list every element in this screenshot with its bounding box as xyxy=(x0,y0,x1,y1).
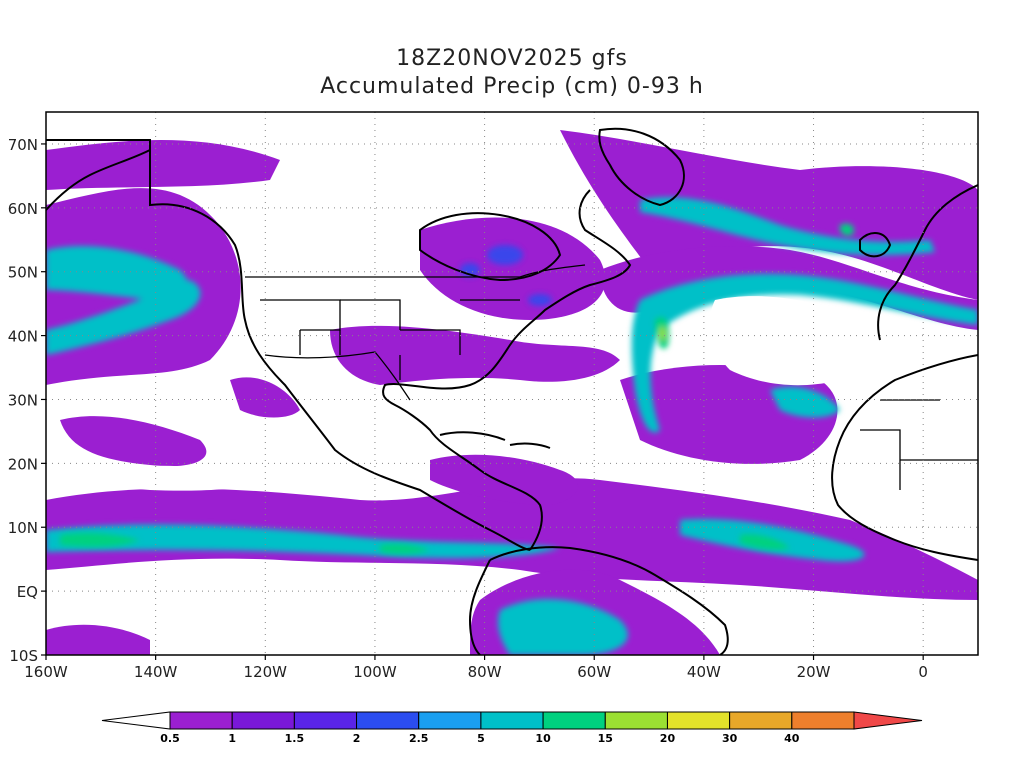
lat-label: 60N xyxy=(8,200,38,218)
lat-label: 50N xyxy=(8,264,38,282)
colorbar-swatch xyxy=(542,711,606,730)
colorbar-swatch xyxy=(293,711,358,730)
lat-label: 20N xyxy=(8,455,38,473)
colorbar-label: 2.5 xyxy=(409,732,429,745)
colorbar-label: 0.5 xyxy=(160,732,180,745)
precip-teal-bands xyxy=(46,197,978,655)
lat-label: 10N xyxy=(8,519,38,537)
lon-label: 120W xyxy=(244,663,288,681)
colorbar-swatch xyxy=(356,711,420,730)
colorbar-label: 15 xyxy=(598,732,613,745)
lon-label: 100W xyxy=(353,663,397,681)
colorbar-swatch xyxy=(480,711,544,730)
colorbar-label: 10 xyxy=(535,732,551,745)
lon-label: 160W xyxy=(24,663,68,681)
colorbar-swatch xyxy=(791,711,855,730)
colorbar-label: 1 xyxy=(228,732,236,745)
colorbar-swatch xyxy=(604,711,668,730)
map-title: 18Z20NOV2025 gfs xyxy=(396,46,628,71)
colorbar-swatch xyxy=(231,711,295,730)
lat-axis-labels: 70N 60N 50N 40N 30N 20N 10N EQ 10S xyxy=(8,136,46,665)
colorbar-label: 30 xyxy=(722,732,738,745)
colorbar-swatch xyxy=(418,711,482,730)
coastlines xyxy=(46,127,978,655)
colorbar-label: 5 xyxy=(477,732,485,745)
map-frame xyxy=(45,111,979,656)
lon-axis-labels: 160W 140W 120W 100W 80W 60W 40W 20W 0 xyxy=(24,655,928,681)
colorbar-label: 2 xyxy=(353,732,361,745)
lon-label: 20W xyxy=(797,663,831,681)
borders xyxy=(245,264,978,490)
lat-label: EQ xyxy=(17,583,38,601)
lat-label: 70N xyxy=(8,136,38,154)
map-subtitle: Accumulated Precip (cm) 0-93 h xyxy=(320,74,704,99)
colorbar-swatch xyxy=(729,711,793,730)
lat-label: 10S xyxy=(9,647,38,665)
colorbar-label: 40 xyxy=(784,732,800,745)
lon-label: 40W xyxy=(687,663,721,681)
dry-zones xyxy=(99,296,871,491)
lat-label: 40N xyxy=(8,328,38,346)
colorbar-label: 1.5 xyxy=(285,732,305,745)
colorbar-label: 20 xyxy=(660,732,676,745)
precip-green-highlights xyxy=(60,223,855,555)
lon-label: 0 xyxy=(918,663,928,681)
colorbar-max-triangle xyxy=(853,711,923,730)
colorbar-swatch xyxy=(666,711,731,730)
lon-label: 60W xyxy=(577,663,611,681)
lat-label: 30N xyxy=(8,391,38,409)
lon-label: 80W xyxy=(468,663,502,681)
colorbar-swatch xyxy=(169,711,233,730)
lon-label: 140W xyxy=(134,663,178,681)
colorbar-min-triangle xyxy=(101,711,171,730)
